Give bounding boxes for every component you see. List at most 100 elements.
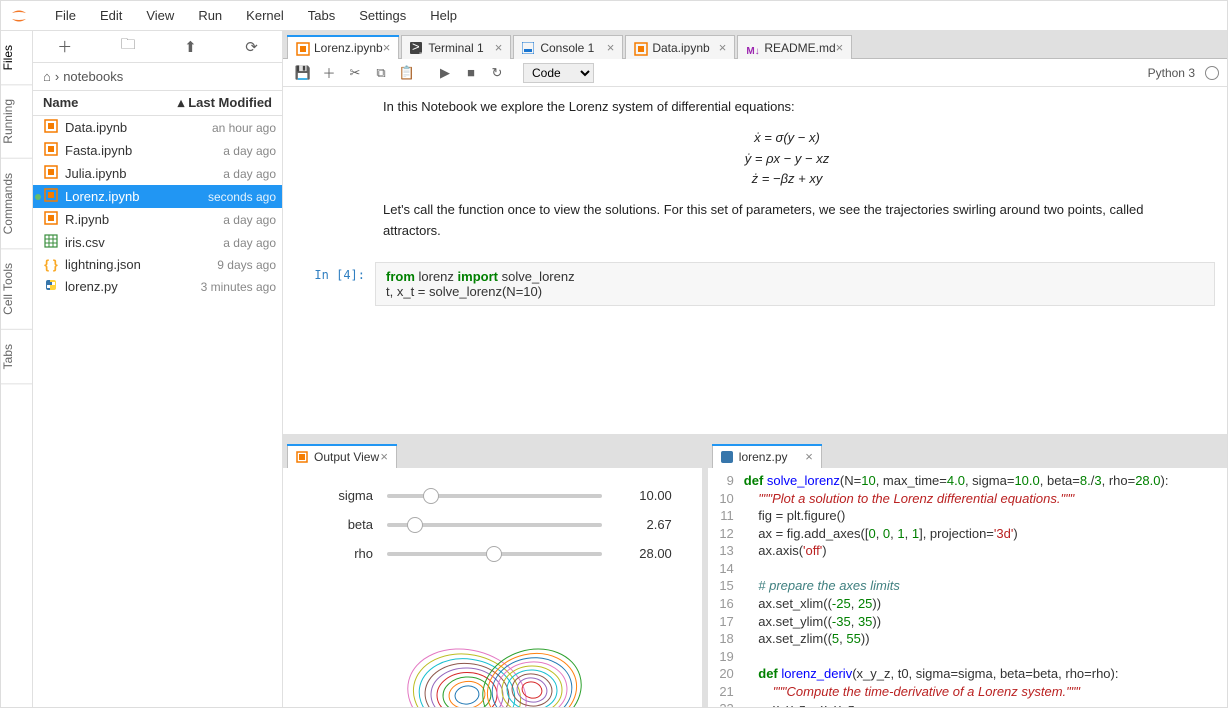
svg-text:>_: >_	[412, 42, 422, 54]
slider-value: 28.00	[612, 546, 672, 561]
line-code: ax.set_zlim((5, 55))	[744, 630, 1227, 648]
menu-edit[interactable]: Edit	[88, 1, 134, 30]
editor-line: 12 ax = fig.add_axes([0, 0, 1, 1], proje…	[708, 525, 1227, 543]
line-number: 11	[708, 507, 744, 525]
line-code	[744, 648, 1227, 666]
file-item[interactable]: iris.csva day ago	[33, 231, 282, 254]
markdown-cell: In this Notebook we explore the Lorenz s…	[283, 93, 1227, 254]
dock-tab[interactable]: M↓README.md×	[737, 35, 852, 59]
file-modified: 3 minutes ago	[201, 280, 276, 294]
paste-icon[interactable]: 📋	[395, 62, 419, 84]
close-icon[interactable]: ×	[380, 449, 388, 464]
editor-line: 22 x, y, z = x_y_z	[708, 700, 1227, 707]
run-icon[interactable]: ▶	[433, 62, 457, 84]
tab-lorenz-py[interactable]: lorenz.py ×	[712, 444, 822, 468]
refresh-icon[interactable]: ⟳	[245, 38, 258, 56]
line-code: ax.set_ylim((-35, 35))	[744, 613, 1227, 631]
stop-icon[interactable]: ■	[459, 62, 483, 84]
kernel-status-icon[interactable]	[1205, 66, 1219, 80]
close-icon[interactable]: ×	[719, 40, 727, 55]
slider-rho[interactable]	[387, 552, 602, 556]
kernel-name[interactable]: Python 3	[1148, 66, 1195, 80]
home-icon[interactable]: ⌂	[43, 69, 51, 84]
line-code: ax.axis('off')	[744, 542, 1227, 560]
new-launcher-icon[interactable]: ＋	[57, 36, 72, 57]
code-cell[interactable]: In [4]: from lorenz import solve_lorenz …	[295, 262, 1215, 306]
menu-run[interactable]: Run	[186, 1, 234, 30]
slider-beta[interactable]	[387, 523, 602, 527]
line-code: """Plot a solution to the Lorenz differe…	[744, 490, 1227, 508]
term-icon: >_	[410, 42, 422, 54]
line-number: 13	[708, 542, 744, 560]
activity-tab-tabs[interactable]: Tabs	[1, 330, 32, 384]
tab-output-view[interactable]: Output View ×	[287, 444, 397, 468]
dock-tabs: Lorenz.ipynb×>_Terminal 1×Console 1×Data…	[283, 31, 1227, 59]
line-number: 21	[708, 683, 744, 701]
close-icon[interactable]: ×	[495, 40, 503, 55]
file-modified: an hour ago	[212, 121, 276, 135]
breadcrumb[interactable]: ⌂ › notebooks	[33, 63, 282, 91]
dock-tab[interactable]: Lorenz.ipynb×	[287, 35, 399, 59]
col-modified[interactable]: Last Modified	[188, 95, 272, 111]
main-area: Lorenz.ipynb×>_Terminal 1×Console 1×Data…	[283, 31, 1227, 707]
editor-line: 19	[708, 648, 1227, 666]
file-name: Julia.ipynb	[65, 166, 223, 181]
nb-icon	[43, 119, 59, 136]
menu-tabs[interactable]: Tabs	[296, 1, 347, 30]
menubar: FileEditViewRunKernelTabsSettingsHelp	[1, 1, 1227, 31]
menu-view[interactable]: View	[134, 1, 186, 30]
close-icon[interactable]: ×	[805, 449, 813, 464]
close-icon[interactable]: ×	[607, 40, 615, 55]
activity-tab-cell-tools[interactable]: Cell Tools	[1, 249, 32, 330]
file-name: Lorenz.ipynb	[65, 189, 208, 204]
file-item[interactable]: Lorenz.ipynbseconds ago	[33, 185, 282, 208]
file-item[interactable]: Data.ipynban hour ago	[33, 116, 282, 139]
dock-tab[interactable]: Console 1×	[513, 35, 623, 59]
dock-tab[interactable]: Data.ipynb×	[625, 35, 735, 59]
slider-value: 10.00	[612, 488, 672, 503]
editor-pane: lorenz.py × 9def solve_lorenz(N=10, max_…	[708, 440, 1227, 707]
file-item[interactable]: { }lightning.json9 days ago	[33, 254, 282, 275]
restart-icon[interactable]: ↻	[485, 62, 509, 84]
output-view-pane: Output View × sigma10.00beta2.67rho28.00	[283, 440, 708, 707]
activity-tab-commands[interactable]: Commands	[1, 159, 32, 249]
menu-settings[interactable]: Settings	[347, 1, 418, 30]
cell-type-select[interactable]: Code	[523, 63, 594, 83]
menu-file[interactable]: File	[43, 1, 88, 30]
slider-row: rho28.00	[313, 546, 672, 561]
upload-icon[interactable]: ⬆	[184, 38, 197, 56]
line-code: def solve_lorenz(N=10, max_time=4.0, sig…	[744, 472, 1227, 490]
col-name[interactable]: Name	[43, 95, 174, 111]
file-item[interactable]: lorenz.py3 minutes ago	[33, 275, 282, 298]
notebook-icon	[296, 451, 308, 463]
copy-icon[interactable]: ⧉	[369, 62, 393, 84]
save-icon[interactable]: 💾	[291, 62, 315, 84]
running-indicator-icon	[35, 194, 41, 200]
new-folder-icon[interactable]: 🗀	[121, 34, 136, 59]
file-item[interactable]: Fasta.ipynba day ago	[33, 139, 282, 162]
close-icon[interactable]: ×	[836, 40, 844, 55]
menu-help[interactable]: Help	[418, 1, 469, 30]
code-input[interactable]: from lorenz import solve_lorenz t, x_t =…	[375, 262, 1215, 306]
file-item[interactable]: Julia.ipynba day ago	[33, 162, 282, 185]
cut-icon[interactable]: ✂	[343, 62, 367, 84]
file-item[interactable]: R.ipynba day ago	[33, 208, 282, 231]
editor-line: 20 def lorenz_deriv(x_y_z, t0, sigma=sig…	[708, 665, 1227, 683]
notebook-pane: In this Notebook we explore the Lorenz s…	[283, 87, 1227, 434]
add-cell-icon[interactable]: ＋	[317, 62, 341, 84]
file-browser: ＋ 🗀 ⬆ ⟳ ⌂ › notebooks Name ▴ Last Modifi…	[33, 31, 283, 707]
code-editor[interactable]: 9def solve_lorenz(N=10, max_time=4.0, si…	[708, 468, 1227, 707]
slider-label: beta	[313, 517, 373, 532]
editor-line: 11 fig = plt.figure()	[708, 507, 1227, 525]
slider-sigma[interactable]	[387, 494, 602, 498]
file-name: Fasta.ipynb	[65, 143, 223, 158]
slider-row: sigma10.00	[313, 488, 672, 503]
activity-tab-files[interactable]: Files	[1, 31, 32, 85]
file-name: R.ipynb	[65, 212, 223, 227]
activity-tab-running[interactable]: Running	[1, 85, 32, 159]
line-code: """Compute the time-derivative of a Lore…	[744, 683, 1227, 701]
breadcrumb-folder[interactable]: notebooks	[63, 69, 123, 84]
dock-tab[interactable]: >_Terminal 1×	[401, 35, 511, 59]
close-icon[interactable]: ×	[383, 40, 391, 55]
menu-kernel[interactable]: Kernel	[234, 1, 296, 30]
